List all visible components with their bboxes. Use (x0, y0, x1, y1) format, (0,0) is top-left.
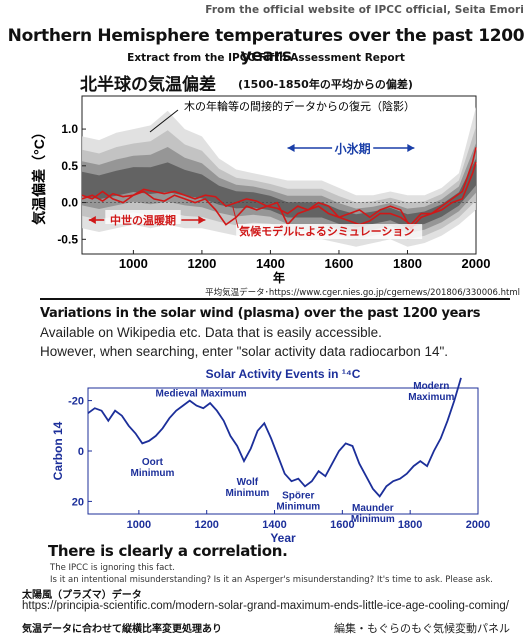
correlation-statement: There is clearly a correlation. (48, 542, 288, 560)
chart2-x-tick-label: 2000 (466, 519, 490, 531)
event-label-line1: Maunder (352, 503, 394, 514)
lia-arrowhead-left (287, 144, 295, 152)
event-label-line1: Wolf (237, 477, 259, 488)
section-divider (40, 298, 510, 300)
chart2-frame (87, 387, 479, 515)
mwp-arrowhead-left (88, 216, 96, 224)
temperature-chart: 1000 1200 1400 1600 1800 2000 -0.5 0.0 0.5 1.0 年 気温… (31, 95, 491, 284)
model-label-bg (236, 224, 423, 239)
annotation-bg (182, 98, 410, 114)
event-label-line1: Spörer (282, 490, 314, 501)
section2-line2: However, when searching, enter "solar ac… (40, 344, 449, 359)
chart1-jp-subtitle: (1500-1850年の平均からの偏差) (238, 78, 413, 91)
x-tick-label: 1000 (119, 256, 148, 271)
chart2-x-tick-label: 1400 (262, 519, 286, 531)
model-pointer (232, 206, 239, 229)
y-tick-label: 0.0 (61, 196, 78, 210)
chart2-y-tick-label: -20 (68, 396, 84, 408)
x-tick-label: 1400 (256, 256, 285, 271)
chart2-x-axis-label: Year (270, 531, 296, 542)
y-tick-label: 1.0 (61, 122, 78, 136)
model-line-0 (81, 161, 477, 226)
y-axis-label: 気温偏差（°C） (31, 125, 47, 225)
event-label: Medieval Maximum (156, 389, 247, 400)
page-title: Northern Hemisphere temperatures over th… (7, 26, 525, 66)
mwp-label-bg (105, 210, 181, 224)
x-axis-label: 年 (273, 270, 285, 284)
lia-arrowhead-right (407, 144, 415, 152)
event-label-line1: Modern (413, 381, 449, 392)
chart2-y-axis-label: Carbon 14 (51, 421, 65, 480)
y-tick-label: -0.5 (57, 232, 78, 246)
chart2-x-tick-label: 1600 (330, 519, 354, 531)
annotation-lia: 小氷期 (335, 141, 371, 156)
footnote-1: The IPCC is ignoring this fact. (50, 563, 176, 573)
footnote-2: Is it an intentional misunderstanding? I… (50, 575, 493, 585)
event-label-line2: Minimum (225, 488, 269, 499)
annotation-reconstruction: 木の年輪等の間接的データからの復元（陰影） (184, 99, 415, 113)
carbon14-line (87, 377, 462, 498)
chart1-source: 平均気温データ･https://www.cger.nies.go.jp/cger… (205, 288, 520, 298)
chart2-y-tick-label: 0 (78, 446, 84, 458)
chart1-jp-title: 北半球の気温偏差 (80, 75, 216, 95)
page-subtitle: Extract from the IPCC Fifth Assessment R… (127, 52, 405, 64)
x-tick-label: 2000 (462, 256, 491, 271)
annotation-pointer (149, 109, 179, 133)
model-line-1 (81, 147, 477, 230)
x-tick-label: 1200 (187, 256, 216, 271)
annotation-model: 気候モデルによるシミュレーション (239, 224, 414, 238)
event-label-line2: Minimum (130, 468, 174, 479)
aspect-ratio-note: 気温データに合わせて縦横比率変更処理あり (22, 624, 222, 635)
editor-credit: 編集・もぐらのもぐ気候変動パネル (334, 622, 510, 635)
x-tick-label: 1800 (393, 256, 422, 271)
event-label-line2: Maximum (408, 392, 454, 403)
chart2-title: Solar Activity Events in ¹⁴C (206, 367, 361, 381)
event-label-line2: Minimum (276, 501, 320, 512)
annotation-mwp: 中世の温暖期 (110, 213, 176, 227)
chart2-x-tick-label: 1800 (398, 519, 422, 531)
y-tick-label: 0.5 (61, 159, 78, 173)
credit-line: From the official website of IPCC offici… (205, 4, 524, 16)
section2-line1: Available on Wikipedia etc. Data that is… (40, 325, 382, 340)
x-tick-label: 1600 (324, 256, 353, 271)
chart2-x-tick-label: 1200 (194, 519, 218, 531)
solar-data-label: 太陽風（プラズマ）データ (22, 590, 142, 601)
solar-data-url[interactable]: https://principia-scientific.com/modern-… (22, 600, 510, 612)
mwp-arrowhead-right (198, 216, 206, 224)
solar-activity-chart: Solar Activity Events in ¹⁴C 1000 1200 1400… (51, 367, 490, 542)
section2-title: Variations in the solar wind (plasma) ov… (40, 306, 481, 321)
chart2-y-tick-label: 20 (72, 496, 84, 508)
reconstruction-band-3 (82, 158, 476, 228)
event-label-line2: Minimum (351, 514, 395, 525)
event-label-line1: Oort (142, 457, 164, 468)
chart2-x-tick-label: 1000 (127, 519, 151, 531)
